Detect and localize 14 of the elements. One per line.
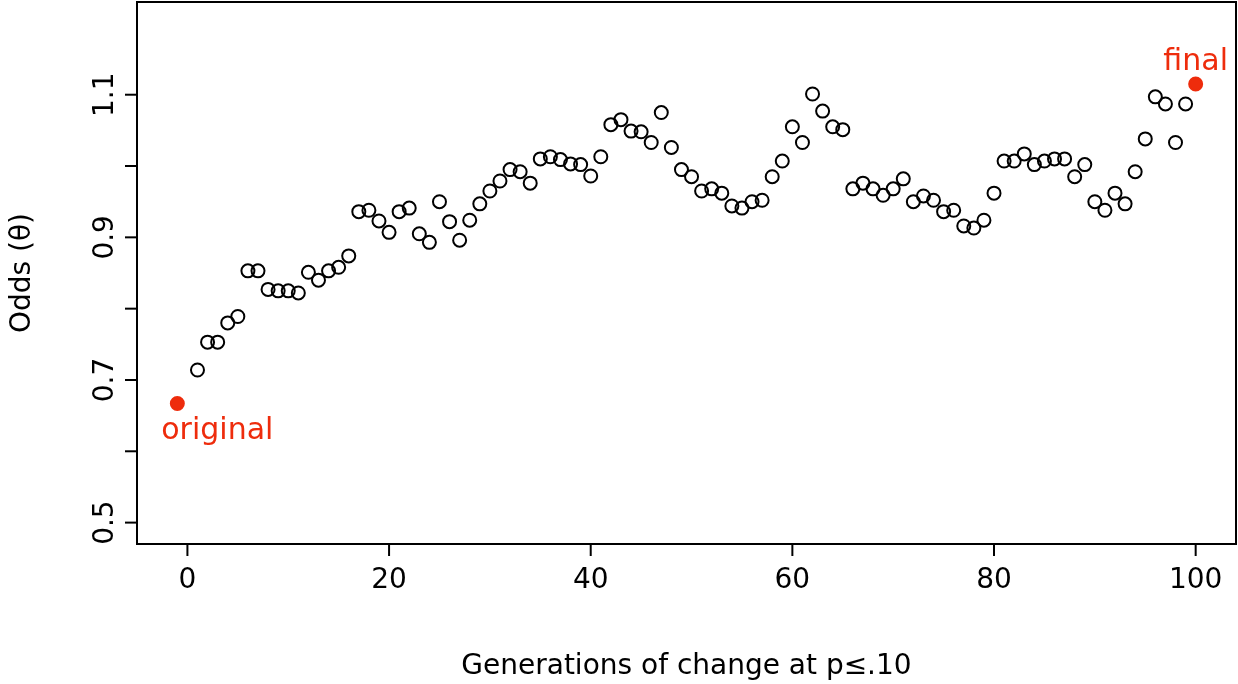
x-tick-label: 0 bbox=[178, 561, 197, 595]
y-axis-title: Odds (θ) bbox=[3, 212, 37, 334]
x-axis-title: Generations of change at p≤.10 bbox=[461, 648, 912, 681]
x-tick-label: 40 bbox=[572, 561, 609, 595]
y-tick-label: 0.7 bbox=[87, 357, 120, 403]
x-tick-label: 60 bbox=[774, 561, 811, 595]
y-tick-label: 0.5 bbox=[87, 500, 120, 545]
x-tick-label: 20 bbox=[371, 561, 407, 595]
y-tick-label: 1.1 bbox=[87, 72, 120, 117]
x-tick-label: 100 bbox=[1168, 561, 1223, 595]
x-tick-label: 80 bbox=[976, 561, 1012, 595]
annotation: original bbox=[161, 410, 274, 446]
annotation: final bbox=[1163, 42, 1228, 78]
y-tick-label: 0.9 bbox=[87, 215, 120, 260]
